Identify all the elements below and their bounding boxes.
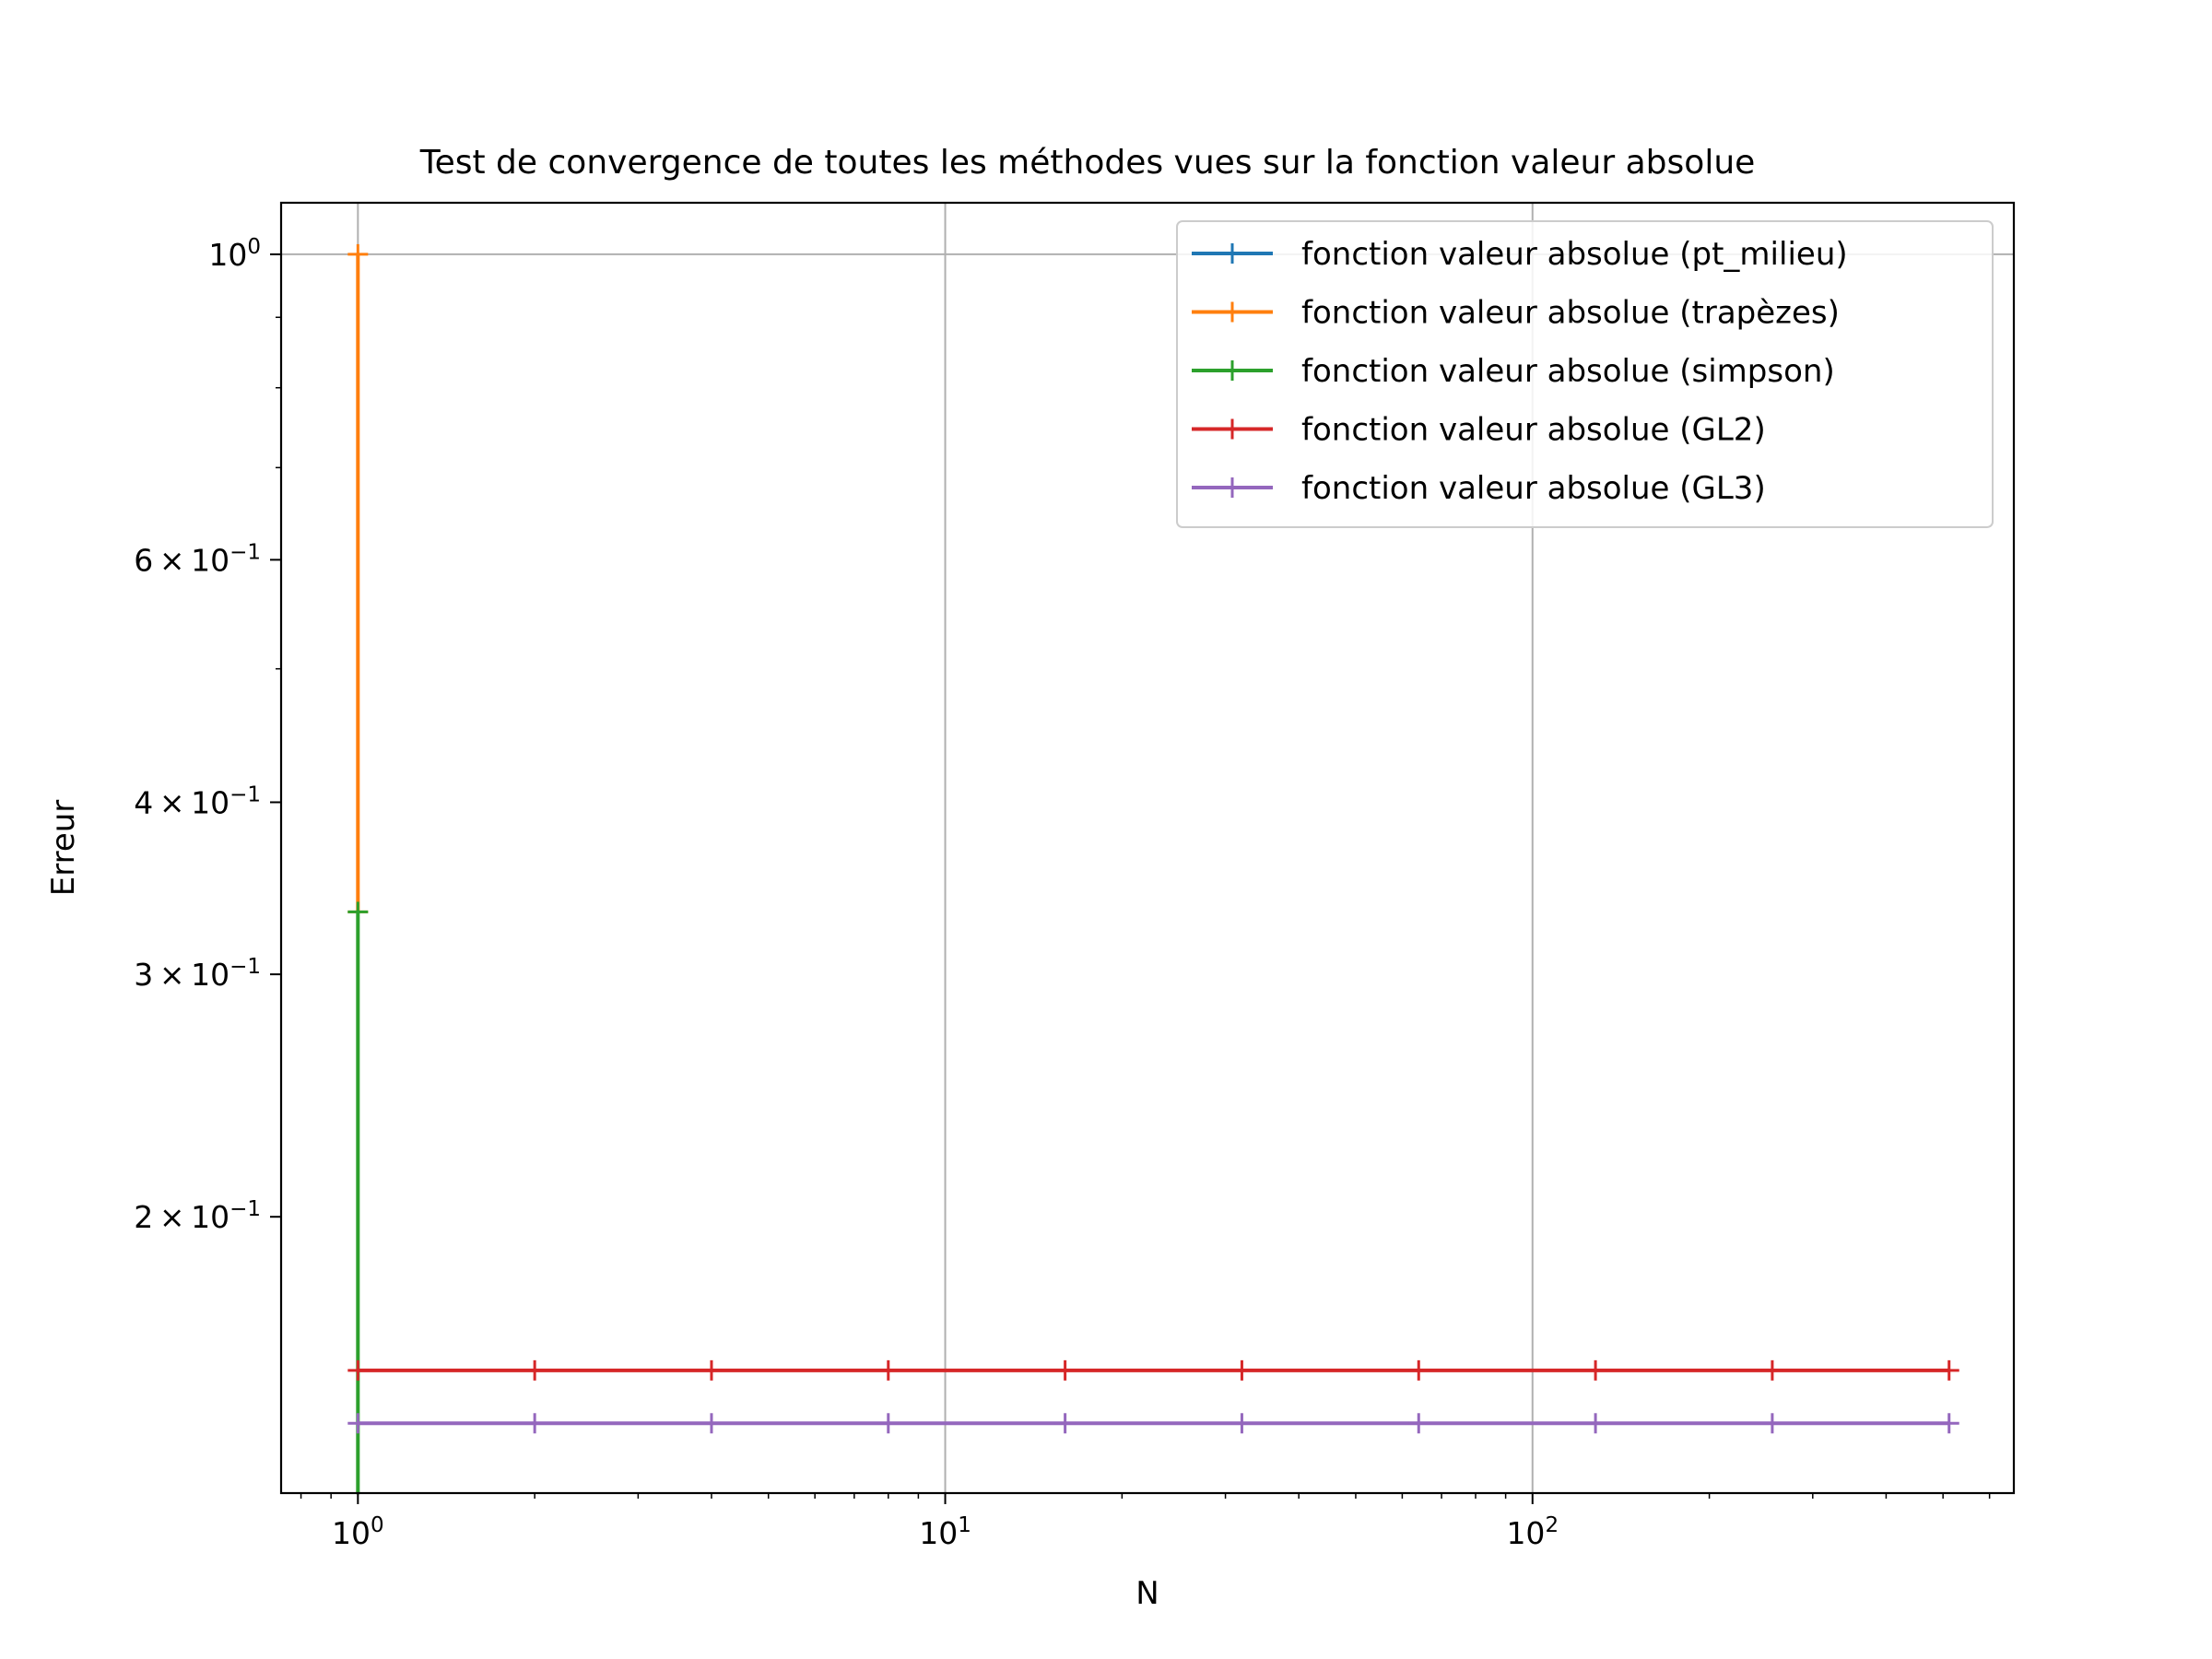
data-point-marker <box>877 1359 899 1381</box>
data-point-marker <box>347 1359 369 1381</box>
series-layer <box>226 243 2069 1550</box>
data-point-marker <box>1761 1413 1783 1434</box>
legend-box <box>1176 220 1994 528</box>
data-point-marker <box>347 243 369 265</box>
data-point-marker <box>1761 1359 1783 1381</box>
x-axis-label: N <box>1135 1575 1159 1612</box>
legend-item: fonction valeur absolue (GL2) <box>1192 412 1766 449</box>
data-point-marker <box>1408 1359 1430 1381</box>
data-point-marker <box>1231 1413 1253 1434</box>
legend-item: fonction valeur absolue (GL3) <box>1192 470 1766 507</box>
data-point-marker <box>1938 1413 1959 1434</box>
ticks-layer: 100 101 102 100 6 × 10−1 4 × 10−1 3 × 10−1 2 × … <box>134 235 1991 1551</box>
data-point-marker <box>700 1413 722 1434</box>
data-point-marker <box>524 1359 546 1381</box>
legend-item: fonction valeur absolue (simpson) <box>1192 353 1835 390</box>
legend: fonction valeur absolue (pt_milieu)fonct… <box>1176 220 1994 528</box>
x-tick-label-2: 102 <box>1506 1513 1559 1551</box>
legend-label: fonction valeur absolue (trapèzes) <box>1301 295 1840 332</box>
legend-label: fonction valeur absolue (GL3) <box>1301 470 1766 507</box>
data-point-marker <box>524 1413 546 1434</box>
y-tick-label-3: 3 × 10−1 <box>134 955 261 993</box>
legend-label: fonction valeur absolue (simpson) <box>1301 353 1835 390</box>
data-point-marker <box>347 901 369 923</box>
clip-cover <box>226 1494 2069 1550</box>
legend-item: fonction valeur absolue (pt_milieu) <box>1192 236 1848 273</box>
data-point-marker <box>1938 1359 1959 1381</box>
data-point-marker <box>347 1413 369 1434</box>
y-tick-label-1: 6 × 10−1 <box>134 540 261 578</box>
legend-item: fonction valeur absolue (trapèzes) <box>1192 295 1840 332</box>
chart-title: Test de convergence de toutes les méthod… <box>419 144 1756 182</box>
data-point-marker <box>1408 1413 1430 1434</box>
data-point-marker <box>700 1359 722 1381</box>
plot-frame <box>279 201 2016 1495</box>
data-point-marker <box>877 1413 899 1434</box>
y-tick-label-2: 4 × 10−1 <box>134 782 261 820</box>
data-point-marker <box>1585 1413 1606 1434</box>
data-point-marker <box>1585 1359 1606 1381</box>
x-tick-label-0: 100 <box>332 1513 384 1551</box>
legend-label: fonction valeur absolue (pt_milieu) <box>1301 236 1848 273</box>
y-tick-label-0: 100 <box>208 235 261 273</box>
data-point-marker <box>1054 1359 1076 1381</box>
data-point-marker <box>1054 1413 1076 1434</box>
data-point-marker <box>1231 1359 1253 1381</box>
legend-label: fonction valeur absolue (GL2) <box>1301 412 1766 449</box>
y-axis-label: Erreur <box>45 800 82 897</box>
y-tick-label-4: 2 × 10−1 <box>134 1197 261 1235</box>
x-tick-label-1: 101 <box>919 1513 971 1551</box>
